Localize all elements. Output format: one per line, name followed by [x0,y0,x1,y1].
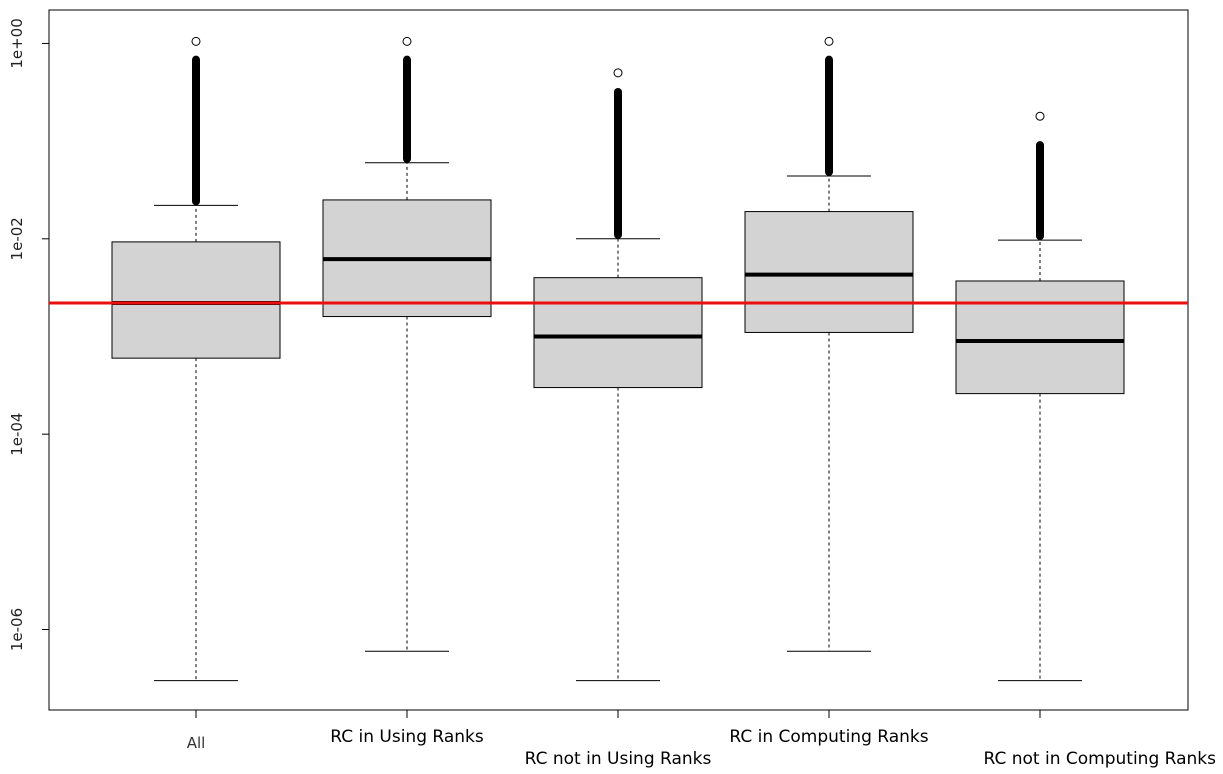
outlier-band [825,55,833,176]
outlier-point [191,36,201,46]
x-tick-label: All [187,734,206,752]
box-iqr [533,277,703,389]
box-series [111,36,1125,682]
box-1 [111,36,281,682]
outlier-point [613,68,623,78]
x-axis: All RC in Using Ranks RC not in Using Rank… [187,709,1217,769]
outlier-point [402,36,412,46]
y-tick-label: 1e+00 [8,18,26,68]
box-5 [955,111,1125,682]
outlier-band [614,87,622,239]
outlier-band [403,55,411,163]
x-tick-label: RC in Using Ranks [330,727,484,747]
outlier-point [824,36,834,46]
box-iqr [744,211,914,333]
y-axis: 1e+00 1e-02 1e-04 1e-06 [8,18,50,651]
x-tick-label: RC not in Using Ranks [525,749,712,769]
box-3 [533,68,703,682]
y-tick-label: 1e-02 [8,217,26,260]
box-2 [322,36,492,652]
outlier-band [1036,141,1044,241]
y-tick-label: 1e-04 [8,413,26,456]
box-iqr [955,280,1125,395]
outlier-band [192,55,200,206]
y-tick-label: 1e-06 [8,608,26,651]
outlier-point [1035,111,1045,121]
box-iqr [111,241,281,359]
x-tick-label: RC not in Computing Ranks [984,749,1217,769]
box-4 [744,36,914,652]
x-tick-label: RC in Computing Ranks [729,727,928,747]
